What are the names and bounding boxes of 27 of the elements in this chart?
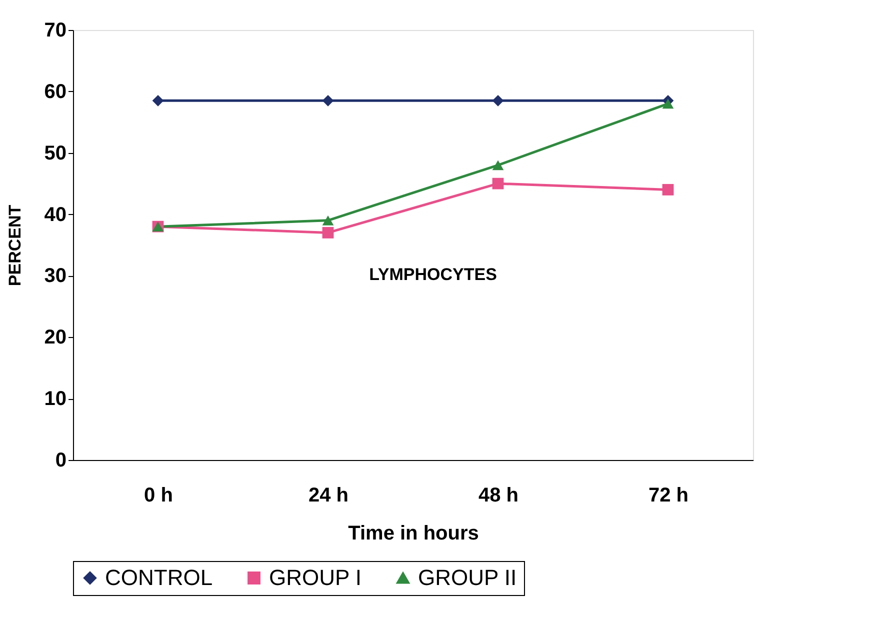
point xyxy=(492,94,504,106)
point xyxy=(322,227,334,238)
y-tick-label: 70 xyxy=(44,20,66,42)
x-axis-title: Time in hours xyxy=(348,522,479,544)
y-axis-title: PERCENT xyxy=(5,204,24,286)
point xyxy=(322,215,334,226)
y-tick-label: 0 xyxy=(55,450,66,472)
y-tick-label: 20 xyxy=(44,326,66,349)
y-tick-label: 60 xyxy=(44,80,66,103)
y-tick-label: 50 xyxy=(44,142,66,164)
x-tick-label: 48 h xyxy=(478,484,519,506)
legend-label: GROUP II xyxy=(418,565,517,590)
x-tick-label: 24 h xyxy=(308,484,349,506)
point xyxy=(492,160,504,170)
point xyxy=(152,94,164,106)
point xyxy=(662,98,674,109)
y-tick-label: 30 xyxy=(44,265,66,288)
point xyxy=(322,94,334,106)
x-tick-label: 0 h xyxy=(144,484,173,506)
annotation: LYMPHOCYTES xyxy=(369,265,497,284)
legend-label: GROUP I xyxy=(269,565,362,590)
legend-label: CONTROL xyxy=(105,565,213,590)
y-tick-label: 10 xyxy=(44,388,66,410)
point xyxy=(492,178,504,190)
y-tick-label: 40 xyxy=(44,204,66,226)
x-tick-label: 72 h xyxy=(648,484,689,506)
point xyxy=(662,184,674,196)
